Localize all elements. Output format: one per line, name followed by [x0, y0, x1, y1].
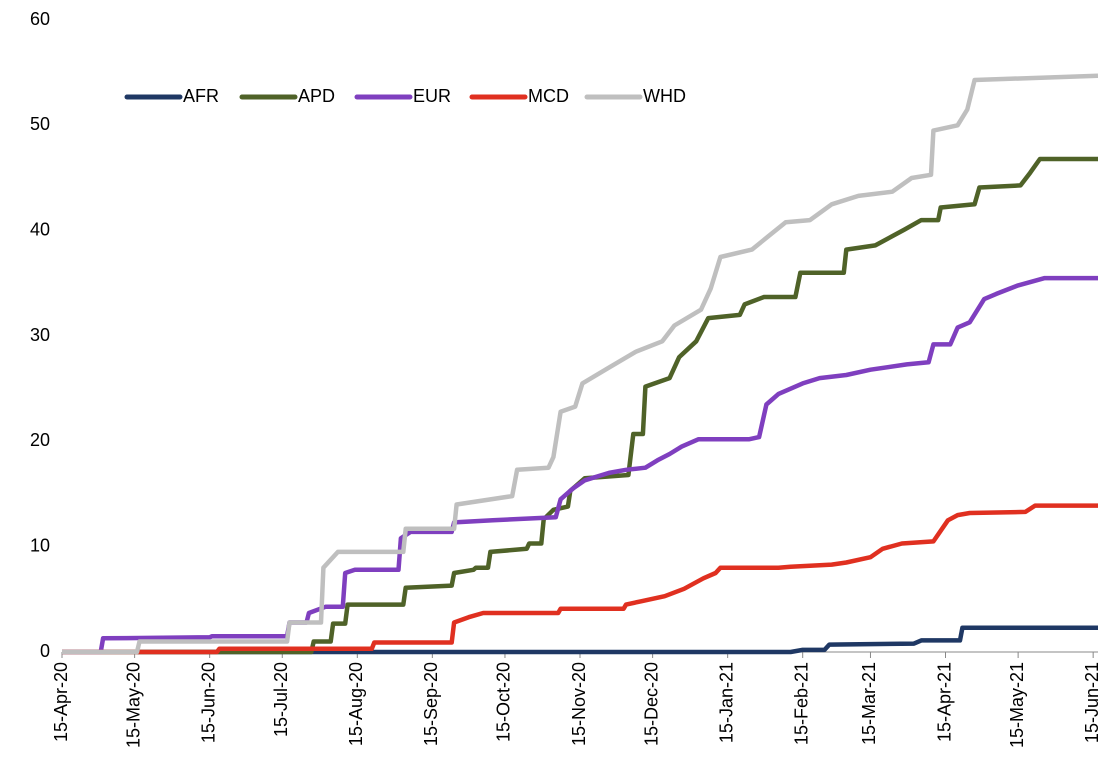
series-line: [62, 73, 1098, 655]
x-tick-label: 15-Nov-20: [569, 662, 589, 746]
y-tick-label: 50: [30, 114, 50, 134]
series-line: [62, 503, 1098, 655]
x-tick-label: 15-Dec-20: [641, 662, 661, 746]
y-tick-label: 20: [30, 430, 50, 450]
x-tick-label: 15-Apr-20: [51, 662, 71, 742]
x-tick-label: 15-Jun-21: [1082, 662, 1098, 743]
x-tick-label: 15-Feb-21: [791, 662, 811, 745]
legend-label: MCD: [528, 86, 569, 106]
x-tick-label: 15-Sep-20: [421, 662, 441, 746]
legend-label: EUR: [413, 86, 451, 106]
y-tick-label: 60: [30, 9, 50, 29]
x-tick-label: 15-May-21: [1007, 662, 1027, 748]
y-tick-label: 40: [30, 219, 50, 239]
legend-label: WHD: [643, 86, 686, 106]
y-tick-label: 0: [40, 641, 50, 661]
x-tick-label: 15-Aug-20: [346, 662, 366, 746]
legend-label: APD: [298, 86, 335, 106]
y-tick-label: 10: [30, 535, 50, 555]
legend-label: AFR: [183, 86, 219, 106]
x-tick-label: 15-Jun-20: [198, 662, 218, 743]
x-tick-label: 15-Oct-20: [494, 662, 514, 742]
x-tick-label: 15-May-20: [123, 662, 143, 748]
y-tick-label: 30: [30, 325, 50, 345]
x-tick-label: 15-Mar-21: [859, 662, 879, 745]
series-line: [62, 156, 1098, 655]
series-line: [62, 275, 1098, 655]
x-tick-label: 15-Apr-21: [934, 662, 954, 742]
x-tick-label: 15-Jan-21: [716, 662, 736, 743]
series-line: [62, 625, 1098, 655]
x-tick-label: 15-Jul-20: [271, 662, 291, 737]
